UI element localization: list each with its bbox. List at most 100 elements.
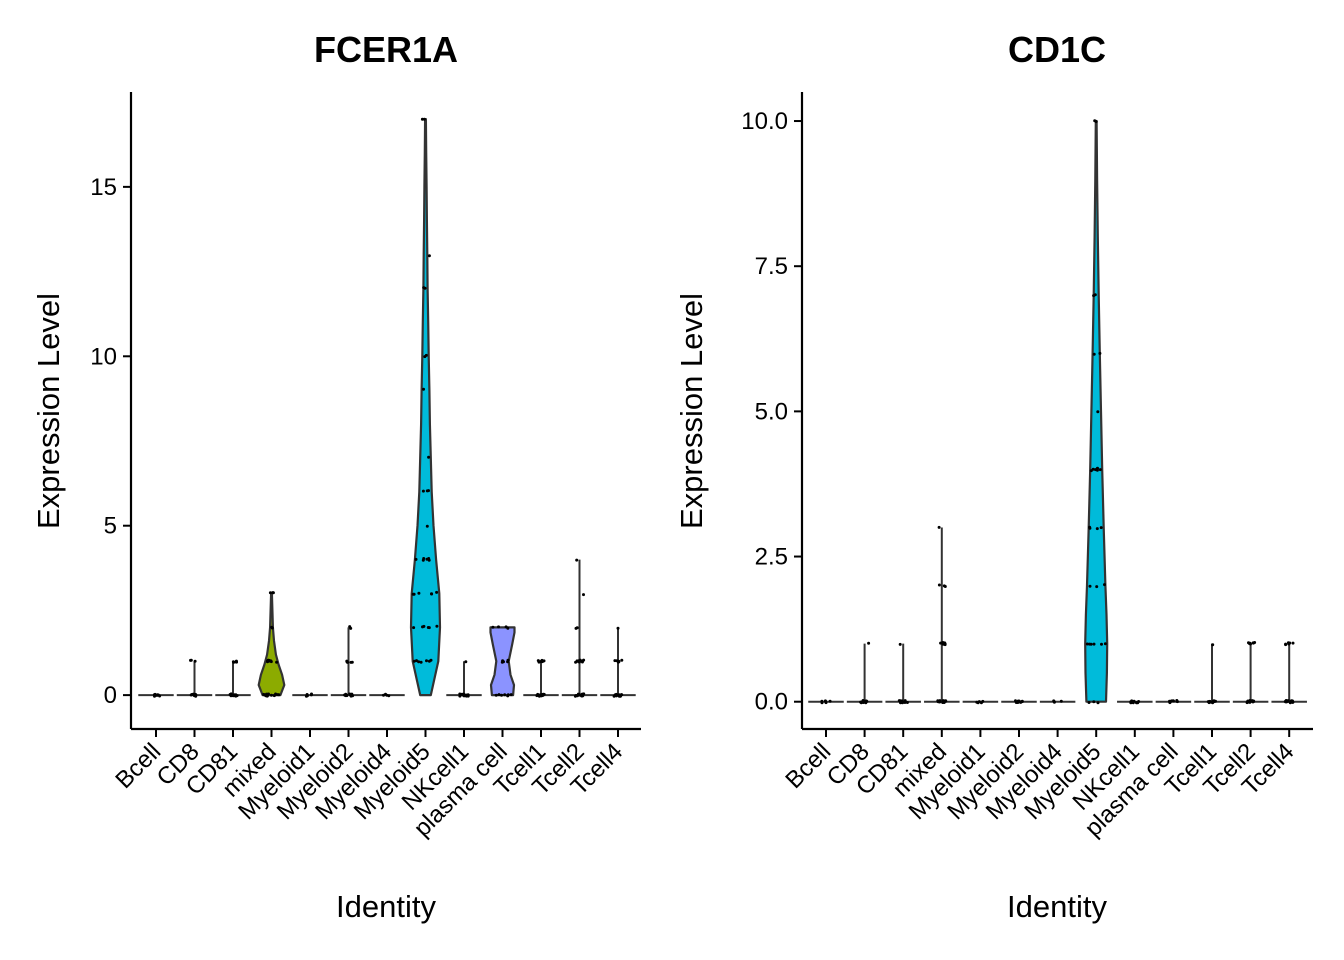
data-point [411, 592, 415, 596]
data-point [497, 693, 501, 697]
data-point [427, 455, 431, 459]
data-point [1211, 643, 1215, 647]
data-point [828, 699, 832, 703]
data-point [425, 524, 429, 528]
data-point [620, 658, 624, 662]
data-point [273, 693, 277, 697]
data-point [1098, 468, 1102, 472]
violin-cd8 [846, 643, 883, 703]
data-point [1175, 699, 1179, 702]
data-point [577, 693, 581, 696]
data-point [509, 693, 513, 697]
data-point [1248, 699, 1252, 703]
data-point [503, 693, 507, 697]
data-point [613, 659, 617, 663]
data-point [1129, 700, 1133, 704]
y-axis-label: Expression Level [31, 293, 66, 529]
y-axis-label: Expression Level [674, 293, 709, 529]
data-point [152, 693, 156, 697]
data-point [937, 583, 941, 587]
data-point [1206, 700, 1210, 704]
data-point [1284, 642, 1288, 646]
data-point [506, 693, 510, 697]
data-point [421, 558, 425, 562]
data-point [385, 693, 389, 697]
data-point [536, 659, 540, 663]
violin-cd8 [176, 661, 213, 697]
y-tick-label: 15 [90, 174, 117, 201]
violin-cd81 [885, 643, 921, 703]
data-point [346, 660, 349, 664]
data-point [269, 693, 273, 697]
x-axis-label: Identity [1007, 889, 1107, 924]
data-point [1089, 469, 1093, 473]
data-point [1092, 642, 1096, 646]
data-point [577, 659, 581, 662]
data-point [501, 659, 505, 663]
data-point [941, 641, 945, 645]
violin-mixed [924, 527, 960, 703]
data-point [271, 591, 275, 595]
data-point [1098, 351, 1102, 355]
data-point [1137, 700, 1141, 703]
data-point [422, 387, 425, 391]
data-point [234, 693, 238, 697]
data-point [425, 489, 429, 493]
data-point [458, 694, 462, 698]
data-point [820, 701, 824, 705]
data-point [575, 558, 579, 562]
data-point [542, 659, 546, 663]
data-point [193, 692, 197, 696]
data-point [861, 701, 865, 704]
data-point [574, 660, 578, 664]
y-tick-label: 7.5 [755, 253, 788, 280]
data-point [270, 625, 274, 629]
data-point [1093, 119, 1097, 123]
data-point [193, 659, 197, 663]
y-tick-label: 0.0 [755, 689, 788, 716]
data-point [1092, 700, 1096, 704]
violin-tcell4 [1271, 643, 1307, 703]
y-tick-label: 10.0 [741, 108, 788, 135]
data-point [1291, 641, 1295, 645]
violin-myeloid5 [409, 118, 442, 697]
fcer1a-violin-panel: FCER1A Expression Level Identity 051015B… [31, 29, 641, 924]
data-point [1088, 526, 1092, 530]
data-point [423, 355, 427, 359]
data-point [1020, 700, 1024, 704]
data-point [937, 525, 941, 529]
data-point [417, 660, 421, 664]
data-point [938, 700, 942, 704]
data-point [345, 694, 349, 698]
data-point [427, 254, 431, 258]
data-point [864, 699, 868, 703]
data-point [494, 693, 498, 697]
data-point [506, 626, 510, 630]
data-point [612, 694, 616, 698]
data-point [491, 625, 495, 629]
x-axis-label: Identity [336, 889, 436, 924]
data-point [1087, 701, 1091, 704]
data-point [506, 660, 510, 664]
violin-tcell1 [523, 661, 559, 697]
data-point [419, 660, 423, 664]
data-point [1100, 642, 1103, 646]
y-tick-label: 10 [90, 343, 117, 370]
data-point [976, 701, 980, 705]
chart-title: FCER1A [314, 29, 458, 70]
data-point [898, 642, 902, 646]
data-point [417, 591, 421, 595]
data-point [1210, 700, 1214, 704]
data-point [1088, 642, 1091, 646]
data-point [189, 658, 193, 662]
data-point [903, 700, 907, 704]
data-point [348, 692, 352, 696]
data-point [268, 591, 272, 595]
data-point [1059, 699, 1063, 703]
data-point [497, 625, 500, 629]
data-point [539, 660, 543, 663]
data-point [462, 692, 465, 696]
y-tick-label: 5 [104, 513, 117, 540]
data-point [412, 626, 416, 630]
data-point [464, 660, 468, 664]
